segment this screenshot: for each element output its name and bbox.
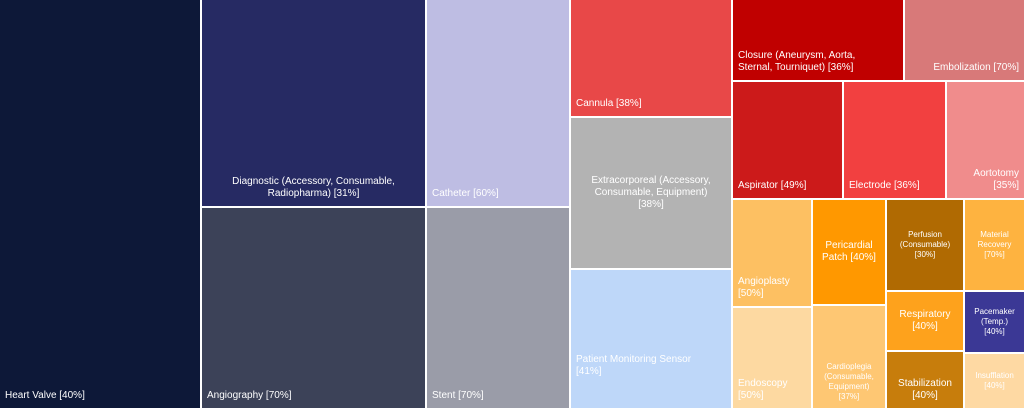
treemap-tile-label: Perfusion (Consumable) [30%] <box>899 230 951 259</box>
treemap-tile-electrode: Electrode [36%] <box>844 82 945 198</box>
treemap-tile-stent: Stent [70%] <box>427 208 569 408</box>
treemap-tile-label: Pacemaker (Temp.) [40%] <box>974 307 1015 336</box>
treemap-tile-label: Endoscopy [50%] <box>738 378 788 401</box>
treemap-tile-cardioplegia-consumable-equipment: Cardioplegia (Consumable, Equipment) [37… <box>813 306 885 408</box>
treemap-tile-label: Angioplasty [50%] <box>738 276 790 299</box>
treemap-tile-perfusion-consumable: Perfusion (Consumable) [30%] <box>887 200 963 290</box>
treemap-tile-label: Respiratory [40%] <box>899 309 951 332</box>
treemap-tile-label: Stabilization [40%] <box>898 378 952 401</box>
treemap-tile-material-recovery: Material Recovery [70%] <box>965 200 1024 290</box>
treemap-tile-label: Stent [70%] <box>432 390 484 401</box>
treemap-tile-label: Cardioplegia (Consumable, Equipment) [37… <box>824 362 874 401</box>
treemap-tile-embolization: Embolization [70%] <box>905 0 1024 80</box>
treemap-tile-endoscopy: Endoscopy [50%] <box>733 308 811 408</box>
treemap-tile-cannula: Cannula [38%] <box>571 0 731 116</box>
treemap-tile-label: Pericardial Patch [40%] <box>822 240 876 263</box>
treemap-tile-pacemaker-temp: Pacemaker (Temp.) [40%] <box>965 292 1024 352</box>
treemap-tile-label: Patient Monitoring Sensor [41%] <box>576 354 692 377</box>
treemap-tile-label: Cannula [38%] <box>576 98 642 109</box>
treemap-tile-label: Insufflation [40%] <box>975 371 1014 390</box>
treemap-tile-heart-valve: Heart Valve [40%] <box>0 0 200 408</box>
treemap-tile-aortotomy: Aortotomy [35%] <box>947 82 1024 198</box>
treemap-tile-label: Embolization [70%] <box>933 62 1019 73</box>
treemap-tile-patient-monitoring-sensor: Patient Monitoring Sensor [41%] <box>571 270 731 408</box>
treemap-tile-label: Heart Valve [40%] <box>5 390 85 401</box>
treemap-tile-aspirator: Aspirator [49%] <box>733 82 842 198</box>
treemap-tile-catheter: Catheter [60%] <box>427 0 569 206</box>
treemap-tile-stabilization: Stabilization [40%] <box>887 352 963 408</box>
treemap-tile-label: Aspirator [49%] <box>738 180 807 191</box>
treemap-tile-label: Closure (Aneurysm, Aorta, Sternal, Tourn… <box>738 50 856 73</box>
treemap-tile-extracorporeal-accessory-consumable-equipment: Extracorporeal (Accessory, Consumable, E… <box>571 118 731 268</box>
treemap-tile-angiography: Angiography [70%] <box>202 208 425 408</box>
treemap-tile-angioplasty: Angioplasty [50%] <box>733 200 811 306</box>
treemap-tile-label: Angiography [70%] <box>207 390 292 401</box>
treemap-tile-respiratory: Respiratory [40%] <box>887 292 963 350</box>
treemap-tile-diagnostic-accessory-consumable-radiopharma: Diagnostic (Accessory, Consumable, Radio… <box>202 0 425 206</box>
treemap-tile-label: Material Recovery [70%] <box>977 230 1012 259</box>
treemap-tile-pericardial-patch: Pericardial Patch [40%] <box>813 200 885 304</box>
treemap-tile-insufflation: Insufflation [40%] <box>965 354 1024 408</box>
treemap-tile-label: Electrode [36%] <box>849 180 920 191</box>
treemap-tile-label: Diagnostic (Accessory, Consumable, Radio… <box>232 176 395 199</box>
treemap-tile-closure-aneurysm-aorta-sternal-tourniquet: Closure (Aneurysm, Aorta, Sternal, Tourn… <box>733 0 903 80</box>
treemap-tile-label: Aortotomy [35%] <box>973 168 1019 191</box>
treemap-tile-label: Catheter [60%] <box>432 188 499 199</box>
treemap-tile-label: Extracorporeal (Accessory, Consumable, E… <box>591 175 711 210</box>
